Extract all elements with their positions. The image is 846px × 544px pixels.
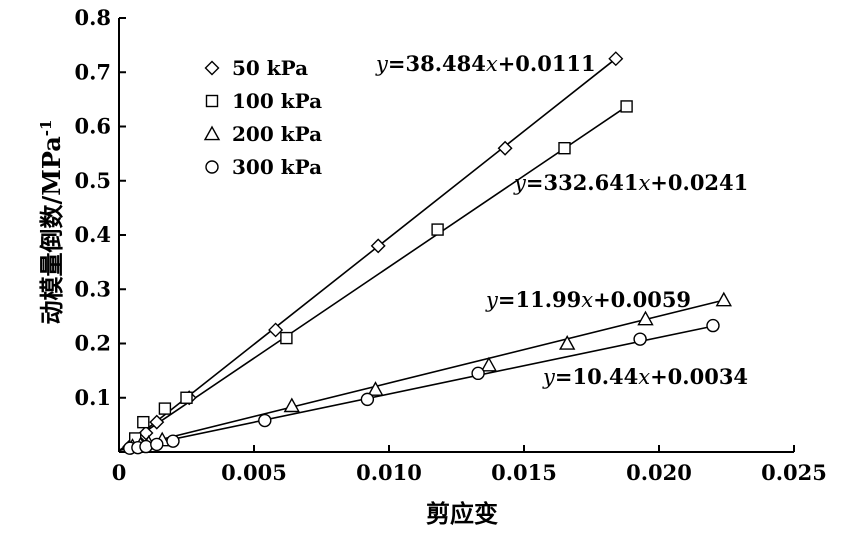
equation-x: x <box>638 171 650 195</box>
y-tick-label: 0.5 <box>74 168 111 193</box>
equation-x: x <box>638 365 650 389</box>
point-100-kpa <box>280 331 293 345</box>
fit-line-200-kpa <box>118 299 724 451</box>
legend-label-50-kpa: 50 kPa <box>232 56 308 80</box>
y-tick-label: 0.2 <box>74 331 111 356</box>
point-300-kpa <box>360 392 375 407</box>
ticks: 0 0.005 0.010 0.015 0.020 0.025 0.1 0.2 0.3 0.4 0.… <box>74 5 826 485</box>
point-300-kpa <box>633 332 647 346</box>
point-300-kpa <box>258 413 272 428</box>
point-300-kpa <box>150 437 164 452</box>
legend-marker-200-kpa <box>203 125 221 141</box>
equation-y: y <box>542 365 556 389</box>
point-100-kpa <box>137 415 150 429</box>
equation-y: y <box>513 171 527 195</box>
point-100-kpa <box>158 402 172 415</box>
y-tick-label: 0.3 <box>74 276 111 301</box>
x-tick-label: 0.015 <box>491 460 557 485</box>
y-axis-title: 动模量倒数/MPa-1 <box>37 120 66 325</box>
point-50-kpa <box>149 414 165 430</box>
x-tick-label: 0.005 <box>221 460 287 485</box>
point-50-kpa <box>608 51 624 67</box>
fit-line-50-kpa <box>118 58 617 452</box>
equation-intercept: +0.0059 <box>593 287 691 312</box>
legend-marker-300-kpa <box>205 160 219 174</box>
legend: 50 kPa 100 kPa 200 kPa 300 kPa <box>203 56 322 179</box>
y-axis-title-main: 动模量倒数/MPa <box>37 136 66 324</box>
legend-marker-50-kpa <box>204 60 220 76</box>
equation-label: y=10.44x+0.0034 <box>542 364 748 389</box>
equation-label: y=11.99x+0.0059 <box>485 287 691 312</box>
y-tick-label: 0.1 <box>74 385 111 410</box>
point-50-kpa <box>268 322 284 338</box>
point-100-kpa <box>558 141 571 155</box>
equation-slope: =38.484 <box>388 51 486 76</box>
point-200-kpa <box>367 381 384 396</box>
fit-line-300-kpa <box>118 324 716 452</box>
y-tick-label: 0.6 <box>74 114 111 139</box>
point-200-kpa <box>480 356 498 372</box>
point-100-kpa <box>620 100 633 113</box>
point-200-kpa <box>715 291 732 307</box>
equation-x: x <box>486 52 498 76</box>
fit-lines <box>118 58 724 452</box>
legend-label-200-kpa: 200 kPa <box>232 122 322 146</box>
equation-label: y=332.641x+0.0241 <box>513 170 748 195</box>
equation-intercept: +0.0241 <box>650 170 748 195</box>
y-tick-label: 0.7 <box>74 59 111 84</box>
x-axis-title: 剪应变 <box>426 499 498 528</box>
point-50-kpa <box>497 140 513 156</box>
point-200-kpa <box>559 335 576 350</box>
equation-intercept: +0.0034 <box>650 364 748 389</box>
point-100-kpa <box>431 223 444 236</box>
legend-marker-100-kpa <box>205 94 219 108</box>
y-tick-label: 0.8 <box>74 5 111 30</box>
equation-slope: =332.641 <box>526 170 639 195</box>
point-50-kpa <box>370 238 386 254</box>
equation-intercept: +0.0111 <box>498 51 596 76</box>
point-300-kpa <box>166 434 180 448</box>
point-200-kpa <box>637 310 654 326</box>
y-tick-label: 0.4 <box>74 222 111 247</box>
x-tick-label: 0.010 <box>356 460 422 485</box>
legend-label-300-kpa: 300 kPa <box>232 155 322 179</box>
equation-slope: =10.44 <box>555 364 638 389</box>
equations: y=38.484x+0.0111y=332.641x+0.0241y=11.99… <box>375 51 748 389</box>
y-axis-title-sup: -1 <box>37 120 55 137</box>
x-tick-label: 0.025 <box>761 460 827 485</box>
point-200-kpa <box>283 397 300 413</box>
point-300-kpa <box>139 439 153 454</box>
legend-label-100-kpa: 100 kPa <box>232 89 322 113</box>
data-points <box>122 51 732 455</box>
x-tick-label: 0 <box>112 460 127 485</box>
equation-y: y <box>485 288 499 312</box>
equation-y: y <box>375 52 389 76</box>
fit-line-100-kpa <box>123 105 628 447</box>
point-300-kpa <box>706 318 720 333</box>
point-100-kpa <box>180 391 193 404</box>
equation-slope: =11.99 <box>498 287 581 312</box>
x-tick-label: 0.020 <box>626 460 692 485</box>
equation-x: x <box>581 288 593 312</box>
point-300-kpa <box>471 366 485 381</box>
equation-label: y=38.484x+0.0111 <box>375 51 596 76</box>
